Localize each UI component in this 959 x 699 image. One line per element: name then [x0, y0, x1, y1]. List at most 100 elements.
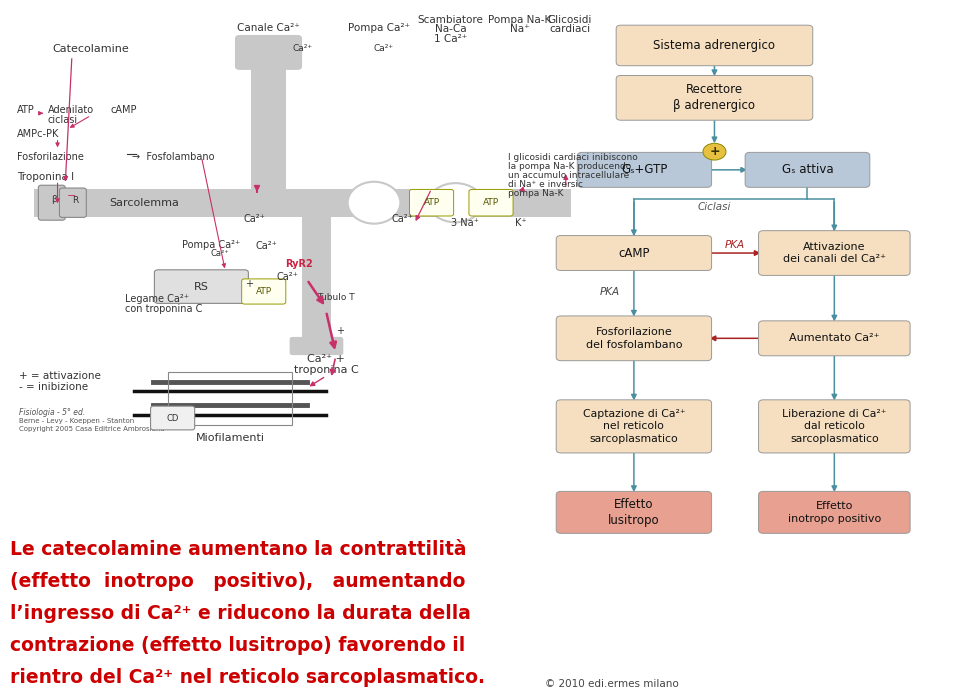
- FancyBboxPatch shape: [242, 279, 286, 304]
- FancyBboxPatch shape: [616, 75, 812, 120]
- Text: Sistema adrenergico: Sistema adrenergico: [653, 39, 776, 52]
- FancyBboxPatch shape: [759, 321, 910, 356]
- Bar: [168, 372, 292, 425]
- Text: RS: RS: [194, 282, 209, 291]
- Text: Gₛ attiva: Gₛ attiva: [782, 164, 833, 176]
- Text: troponina C: troponina C: [293, 365, 359, 375]
- Text: Na⁺: Na⁺: [510, 24, 529, 34]
- Text: l’ingresso di Ca²⁺ e riducono la durata della: l’ingresso di Ca²⁺ e riducono la durata …: [10, 604, 471, 623]
- FancyBboxPatch shape: [759, 400, 910, 453]
- FancyBboxPatch shape: [745, 152, 870, 187]
- Text: un accumulo intracellulare: un accumulo intracellulare: [508, 171, 629, 180]
- FancyBboxPatch shape: [59, 188, 86, 217]
- Bar: [0, 0, 580, 699]
- Text: + = attivazione: + = attivazione: [19, 371, 101, 381]
- FancyBboxPatch shape: [151, 406, 195, 430]
- Text: ATP: ATP: [483, 199, 499, 207]
- FancyBboxPatch shape: [759, 491, 910, 533]
- Text: Canale Ca²⁺: Canale Ca²⁺: [237, 23, 300, 33]
- Bar: [34, 189, 571, 217]
- Text: ATP: ATP: [424, 199, 439, 207]
- Text: rientro del Ca²⁺ nel reticolo sarcoplasmatico.: rientro del Ca²⁺ nel reticolo sarcoplasm…: [10, 668, 484, 687]
- Text: Tubulo T: Tubulo T: [316, 293, 355, 301]
- Text: Scambiatore: Scambiatore: [418, 15, 483, 24]
- Text: Captazione di Ca²⁺
nel reticolo
sarcoplasmatico: Captazione di Ca²⁺ nel reticolo sarcopla…: [582, 409, 686, 444]
- Text: di Na⁺ e inversic: di Na⁺ e inversic: [508, 180, 583, 189]
- Text: Adenilato: Adenilato: [48, 105, 94, 115]
- Text: ciclasi: ciclasi: [48, 115, 78, 124]
- FancyBboxPatch shape: [154, 270, 248, 303]
- Text: CD: CD: [167, 414, 178, 422]
- Text: ATP: ATP: [256, 287, 271, 296]
- Text: K⁺: K⁺: [515, 218, 526, 228]
- Text: RyR2: RyR2: [286, 259, 313, 269]
- Text: Ciclasi: Ciclasi: [698, 202, 731, 212]
- Text: +: +: [246, 280, 253, 289]
- Text: contrazione (effetto lusitropo) favorendo il: contrazione (effetto lusitropo) favorend…: [10, 636, 465, 655]
- Circle shape: [703, 143, 726, 160]
- Text: Liberazione di Ca²⁺
dal reticolo
sarcoplasmatico: Liberazione di Ca²⁺ dal reticolo sarcopl…: [783, 409, 886, 444]
- Text: © 2010 edi.ermes milano: © 2010 edi.ermes milano: [545, 679, 679, 689]
- Text: Copyright 2005 Casa Editrice Ambrosiana: Copyright 2005 Casa Editrice Ambrosiana: [19, 426, 165, 432]
- Text: Fosforilazione: Fosforilazione: [17, 152, 84, 161]
- Text: pompa Na-K: pompa Na-K: [508, 189, 564, 198]
- FancyBboxPatch shape: [235, 35, 302, 70]
- FancyBboxPatch shape: [409, 189, 454, 216]
- Text: Attivazione
dei canali del Ca²⁺: Attivazione dei canali del Ca²⁺: [783, 242, 886, 264]
- Text: Legame Ca²⁺: Legame Ca²⁺: [125, 294, 189, 304]
- Bar: [251, 49, 286, 189]
- Text: Na-Ca: Na-Ca: [435, 24, 466, 34]
- Text: Ca²⁺: Ca²⁺: [256, 241, 277, 251]
- Text: Gₛ+GTP: Gₛ+GTP: [621, 164, 667, 176]
- FancyBboxPatch shape: [556, 236, 712, 271]
- Text: cAMP: cAMP: [110, 105, 137, 115]
- FancyBboxPatch shape: [469, 189, 513, 216]
- Text: Ca²⁺: Ca²⁺: [392, 215, 413, 224]
- Text: Recettore
β adrenergico: Recettore β adrenergico: [673, 83, 756, 113]
- Text: Fisiologia - 5° ed.: Fisiologia - 5° ed.: [19, 408, 85, 417]
- Text: Ca²⁺: Ca²⁺: [292, 45, 312, 53]
- Text: Ca²⁺: Ca²⁺: [374, 45, 393, 53]
- Text: +: +: [337, 326, 344, 336]
- FancyBboxPatch shape: [38, 185, 65, 220]
- Text: −: −: [67, 191, 77, 201]
- Text: Le catecolamine aumentano la contrattilità: Le catecolamine aumentano la contrattili…: [10, 540, 466, 559]
- Bar: [302, 217, 331, 350]
- Text: AMPc-PK: AMPc-PK: [17, 129, 59, 139]
- Text: - = inibizione: - = inibizione: [19, 382, 88, 391]
- Text: Aumentato Ca²⁺: Aumentato Ca²⁺: [789, 333, 879, 343]
- Text: 1 Ca²⁺: 1 Ca²⁺: [434, 34, 467, 44]
- Text: Troponina I: Troponina I: [17, 172, 75, 182]
- Text: Pompa Na-K: Pompa Na-K: [488, 15, 551, 24]
- Text: la pompa Na-K producendo: la pompa Na-K producendo: [508, 162, 632, 171]
- Text: Ca²⁺: Ca²⁺: [244, 215, 265, 224]
- Text: Ca²⁺: Ca²⁺: [277, 272, 298, 282]
- Text: 3 Na⁺: 3 Na⁺: [451, 218, 480, 228]
- Text: Effetto
inotropo positivo: Effetto inotropo positivo: [787, 501, 881, 524]
- Text: Berne - Levy - Koeppen - Stanton: Berne - Levy - Koeppen - Stanton: [19, 418, 134, 424]
- Text: Fosforilazione
del fosfolambano: Fosforilazione del fosfolambano: [586, 327, 682, 350]
- Text: (effetto  inotropo   positivo),   aumentando: (effetto inotropo positivo), aumentando: [10, 572, 465, 591]
- Text: ATP: ATP: [17, 105, 35, 115]
- Text: Ca²⁺: Ca²⁺: [211, 250, 230, 258]
- Text: Effetto
lusitropo: Effetto lusitropo: [608, 498, 660, 527]
- Text: Glicosidi: Glicosidi: [548, 15, 592, 24]
- Text: Sarcolemma: Sarcolemma: [109, 198, 178, 208]
- FancyBboxPatch shape: [556, 491, 712, 533]
- FancyBboxPatch shape: [556, 400, 712, 453]
- Text: PKA: PKA: [725, 240, 744, 250]
- Text: I glicosidi cardiaci inibiscono: I glicosidi cardiaci inibiscono: [508, 153, 638, 161]
- Text: con troponina C: con troponina C: [125, 304, 202, 314]
- Text: β: β: [51, 195, 57, 203]
- Text: PKA: PKA: [599, 287, 620, 297]
- Text: Catecolamine: Catecolamine: [53, 44, 129, 54]
- FancyBboxPatch shape: [556, 316, 712, 361]
- Text: cardiaci: cardiaci: [550, 24, 590, 34]
- Text: cAMP: cAMP: [619, 247, 649, 259]
- FancyBboxPatch shape: [290, 337, 343, 355]
- Text: Miofilamenti: Miofilamenti: [196, 433, 265, 443]
- FancyBboxPatch shape: [577, 152, 712, 187]
- Text: →  Fosfolambano: → Fosfolambano: [132, 152, 215, 161]
- FancyBboxPatch shape: [616, 25, 812, 66]
- Text: Pompa Ca²⁺: Pompa Ca²⁺: [348, 23, 409, 33]
